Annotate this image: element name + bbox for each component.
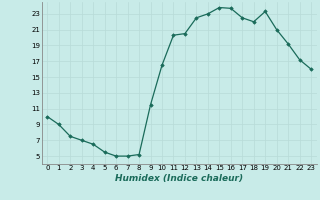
X-axis label: Humidex (Indice chaleur): Humidex (Indice chaleur) (115, 174, 243, 183)
